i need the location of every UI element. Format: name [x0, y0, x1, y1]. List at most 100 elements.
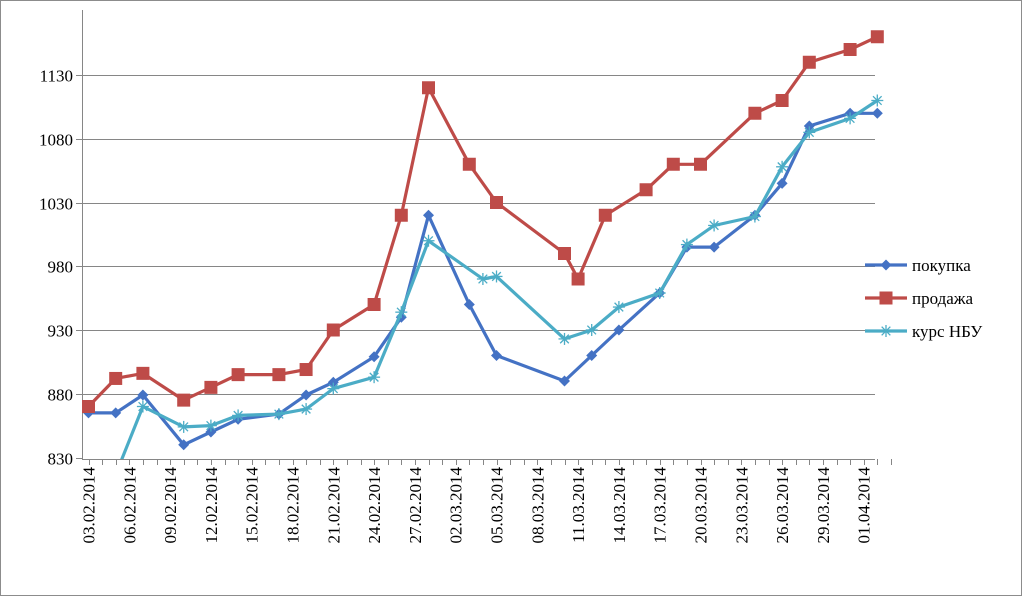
legend: покупка продажа курс НБУ: [865, 256, 983, 341]
data-point: [204, 380, 218, 394]
x-tick-label: 08.03.2014: [528, 467, 547, 544]
data-point: [327, 382, 340, 395]
data-point: [694, 157, 707, 171]
data-point: [708, 219, 721, 232]
data-point: [802, 55, 816, 69]
data-point: [422, 234, 435, 247]
data-point: [653, 287, 666, 300]
data-point: [803, 126, 816, 139]
x-tick-label: 26.03.2014: [773, 467, 792, 544]
data-point: [666, 157, 680, 171]
data-point: [109, 371, 123, 385]
x-tick-label: 02.03.2014: [447, 467, 466, 544]
y-tick-label: 880: [48, 386, 74, 405]
legend-label: курс НБУ: [912, 322, 983, 341]
legend-item: покупка: [865, 256, 971, 275]
y-tick-label: 1130: [40, 67, 73, 86]
legend-label: продажа: [912, 289, 974, 308]
data-point: [612, 301, 625, 314]
y-tick-label: 930: [48, 322, 74, 341]
data-point: [326, 323, 340, 337]
data-point: [299, 363, 313, 377]
x-tick-label: 05.03.2014: [488, 467, 507, 544]
data-point: [423, 209, 434, 221]
data-point: [491, 350, 502, 361]
series-star: [120, 94, 884, 459]
x-tick-label: 03.02.2014: [80, 467, 99, 544]
data-point: [585, 324, 598, 336]
x-tick-label: 20.03.2014: [692, 467, 711, 544]
data-point: [558, 247, 571, 260]
data-point: [177, 420, 190, 433]
data-point: [463, 299, 475, 310]
gridlines: [82, 75, 875, 395]
data-point: [231, 368, 245, 382]
data-point: [82, 400, 95, 413]
data-point: [639, 183, 653, 197]
x-tick-label: 01.04.2014: [855, 467, 874, 544]
data-point: [178, 439, 190, 451]
series-line: [120, 99, 879, 459]
data-point: [136, 400, 149, 413]
x-tick-label: 15.02.2014: [243, 467, 262, 544]
data-point: [870, 30, 884, 44]
x-tick-label: 21.02.2014: [324, 467, 343, 544]
x-axis: 03.02.2014 06.02.2014 09.02.2014 12.02.2014…: [80, 459, 892, 544]
x-tick-label: 14.03.2014: [610, 467, 629, 544]
x-tick-label: 09.02.2014: [161, 467, 180, 544]
data-point: [748, 106, 762, 120]
data-point: [490, 270, 503, 283]
legend-item: курс НБУ: [865, 322, 983, 341]
legend-item: продажа: [865, 289, 974, 308]
series-line: [87, 35, 878, 408]
x-tick-label: 23.03.2014: [732, 467, 751, 544]
data-point: [880, 259, 892, 271]
data-point: [136, 366, 150, 380]
x-tick-label: 18.02.2014: [284, 467, 303, 544]
data-point: [559, 375, 570, 387]
data-point: [232, 409, 245, 422]
data-point: [272, 368, 286, 382]
data-point: [300, 389, 312, 401]
x-tick-label: 27.02.2014: [406, 467, 425, 544]
data-point: [708, 241, 720, 253]
data-point: [843, 43, 857, 56]
data-point: [110, 407, 122, 419]
y-axis: 830 880 930 980 1030 1080 1130: [39, 10, 83, 469]
data-point: [395, 306, 408, 319]
data-point: [368, 351, 380, 363]
y-tick-label: 830: [48, 450, 74, 469]
data-point: [571, 272, 585, 286]
data-point: [137, 389, 149, 401]
x-tick-label: 11.03.2014: [569, 467, 588, 543]
y-tick-label: 980: [48, 258, 74, 277]
data-point: [367, 298, 381, 311]
data-point: [775, 94, 789, 107]
data-point: [680, 238, 693, 251]
x-tick-label: 24.02.2014: [365, 467, 384, 544]
data-point: [598, 208, 612, 222]
data-point: [776, 177, 788, 189]
data-point: [490, 196, 503, 209]
series-square: [82, 30, 884, 413]
data-point: [368, 371, 381, 384]
data-point: [204, 419, 217, 432]
data-point: [272, 408, 285, 421]
data-point: [586, 350, 598, 361]
x-tick-label: 12.02.2014: [202, 467, 221, 544]
data-point: [844, 112, 857, 125]
data-point: [880, 325, 892, 337]
x-tick-label: 06.02.2014: [120, 467, 139, 544]
data-point: [300, 403, 313, 416]
x-tick-label: 17.03.2014: [651, 467, 670, 544]
legend-label: покупка: [912, 256, 971, 275]
data-point: [394, 208, 408, 222]
data-point: [776, 160, 789, 173]
data-point: [422, 81, 435, 95]
data-point: [558, 332, 571, 345]
data-point: [462, 157, 476, 171]
x-tick-label: 29.03.2014: [814, 467, 833, 544]
data-point: [613, 324, 625, 336]
